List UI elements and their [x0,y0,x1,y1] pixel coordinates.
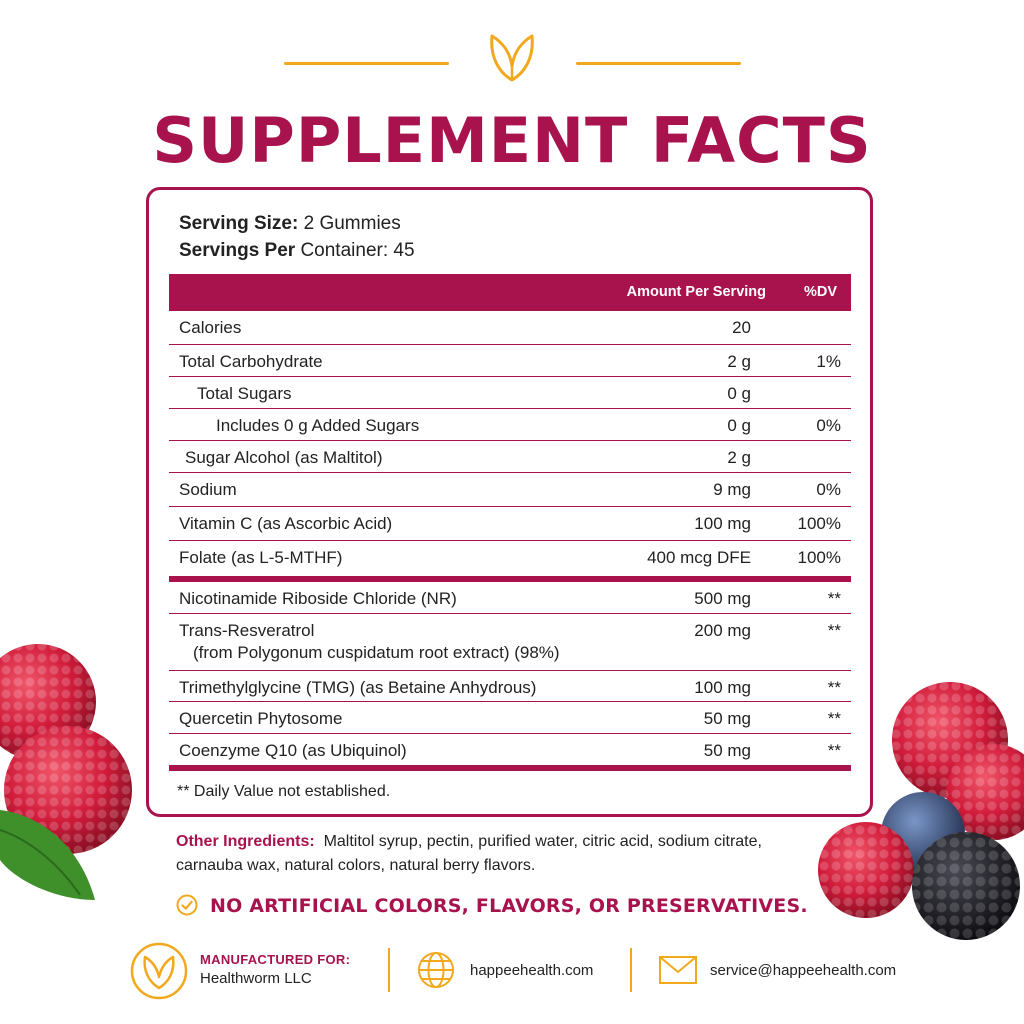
envelope-icon [659,956,697,984]
table-row: Quercetin Phytosome 50 mg ** [169,702,851,734]
table-row: Includes 0 g Added Sugars 0 g 0% [169,409,851,441]
footer: MANUFACTURED FOR: Healthworm LLC happeeh… [0,940,1024,1010]
table-row: Trimethylglycine (TMG) (as Betaine Anhyd… [169,671,851,702]
manufacturer-name: Healthworm LLC [200,970,312,987]
footer-divider [630,948,632,992]
servings-per-container: Servings Per Container: 45 [179,240,415,261]
globe-icon [418,952,454,988]
email-link[interactable]: service@happeehealth.com [710,962,897,979]
table-row: Sodium 9 mg 0% [169,473,851,507]
decorative-line-left [284,62,449,65]
table-row: Calories 20 [169,311,851,345]
serving-info: Serving Size: 2 Gummies Servings Per Con… [179,210,415,264]
table-header: Amount Per Serving %DV [169,274,851,311]
facts-table: Amount Per Serving %DV Calories 20 Total… [169,274,851,771]
leaf-logo-icon [490,34,534,82]
supplement-facts-panel: Serving Size: 2 Gummies Servings Per Con… [146,187,873,817]
table-row: Total Sugars 0 g [169,377,851,409]
table-row: Sugar Alcohol (as Maltitol) 2 g [169,441,851,473]
table-row: Folate (as L-5-MTHF) 400 mcg DFE 100% [169,541,851,582]
header-dv: %DV [803,284,837,300]
manufacturer-info: MANUFACTURED FOR: Healthworm LLC [200,952,350,987]
check-circle-icon [176,894,198,916]
page-title: SUPPLEMENT FACTS [152,104,872,177]
serving-size: Serving Size: 2 Gummies [179,213,401,234]
table-row: Total Carbohydrate 2 g 1% [169,345,851,377]
table-row: Trans-Resveratrol (from Polygonum cuspid… [169,614,851,671]
other-ingredients: Other Ingredients: Maltitol syrup, pecti… [176,830,816,878]
leaf-logo-icon [130,942,188,1000]
decorative-line-right [576,62,741,65]
top-decoration [0,30,1024,86]
other-ingredients-text: Maltitol syrup, pectin, purified water, … [176,833,762,874]
other-ingredients-label: Other Ingredients: [176,833,315,850]
footnote: ** Daily Value not established. [177,783,391,800]
claim-text: NO ARTIFICIAL COLORS, FLAVORS, OR PRESER… [210,895,808,917]
raspberry-decoration-left [0,644,132,900]
mixed-berries-decoration-right [818,682,1024,940]
table-row: Coenzyme Q10 (as Ubiquinol) 50 mg ** [169,734,851,771]
manufacturer-label: MANUFACTURED FOR: [200,952,351,967]
header-amount: Amount Per Serving [626,284,766,300]
table-row: Nicotinamide Riboside Chloride (NR) 500 … [169,582,851,614]
footer-divider [388,948,390,992]
table-row: Vitamin C (as Ascorbic Acid) 100 mg 100% [169,507,851,541]
website-link[interactable]: happeehealth.com [470,962,594,979]
row-subline: (from Polygonum cuspidatum root extract)… [193,643,560,662]
